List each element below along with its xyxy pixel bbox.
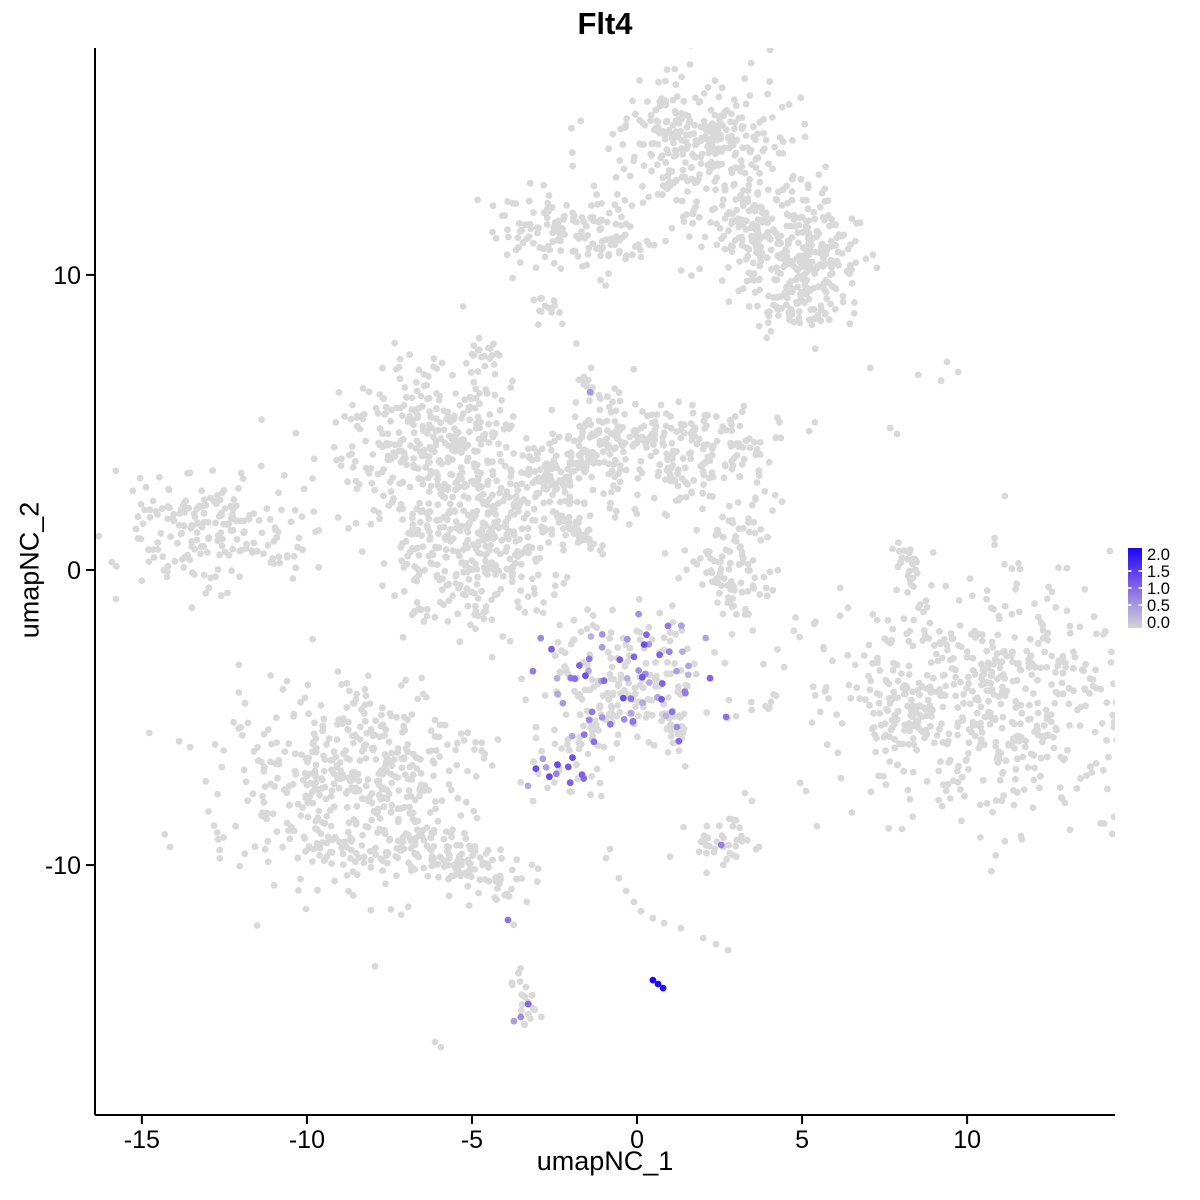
y-axis-ticks: -10 0 10 xyxy=(45,262,95,880)
x-axis-ticks: -15 -10 -5 0 5 10 xyxy=(124,1115,981,1154)
colorbar-legend: 2.01.51.00.50.0 xyxy=(1128,546,1170,632)
background-points-layer xyxy=(95,48,1115,1051)
axes xyxy=(94,48,1115,1116)
x-tick-label: 5 xyxy=(795,1126,809,1154)
x-tick-label: -10 xyxy=(289,1126,325,1154)
y-tick-label: 10 xyxy=(53,262,81,290)
plot-title: Flt4 xyxy=(577,6,633,41)
colorbar-tick-label: 0.0 xyxy=(1147,614,1170,632)
colorbar-tick-label: 1.0 xyxy=(1147,580,1170,598)
colorbar-tick-label: 0.5 xyxy=(1147,597,1170,615)
expressing-points-layer xyxy=(504,388,730,1025)
y-axis-title: umapNC_2 xyxy=(14,501,45,639)
x-tick-label: -5 xyxy=(461,1126,483,1154)
colorbar-tick-label: 2.0 xyxy=(1147,546,1170,564)
x-axis-title: umapNC_1 xyxy=(536,1146,674,1176)
x-tick-label: 0 xyxy=(630,1126,644,1154)
y-tick-label: 0 xyxy=(67,557,81,585)
colorbar-tick-label: 1.5 xyxy=(1147,563,1170,581)
x-tick-label: 10 xyxy=(953,1126,981,1154)
y-tick-label: -10 xyxy=(45,852,81,880)
colorbar-gradient xyxy=(1128,548,1142,628)
x-tick-label: -15 xyxy=(124,1126,160,1154)
